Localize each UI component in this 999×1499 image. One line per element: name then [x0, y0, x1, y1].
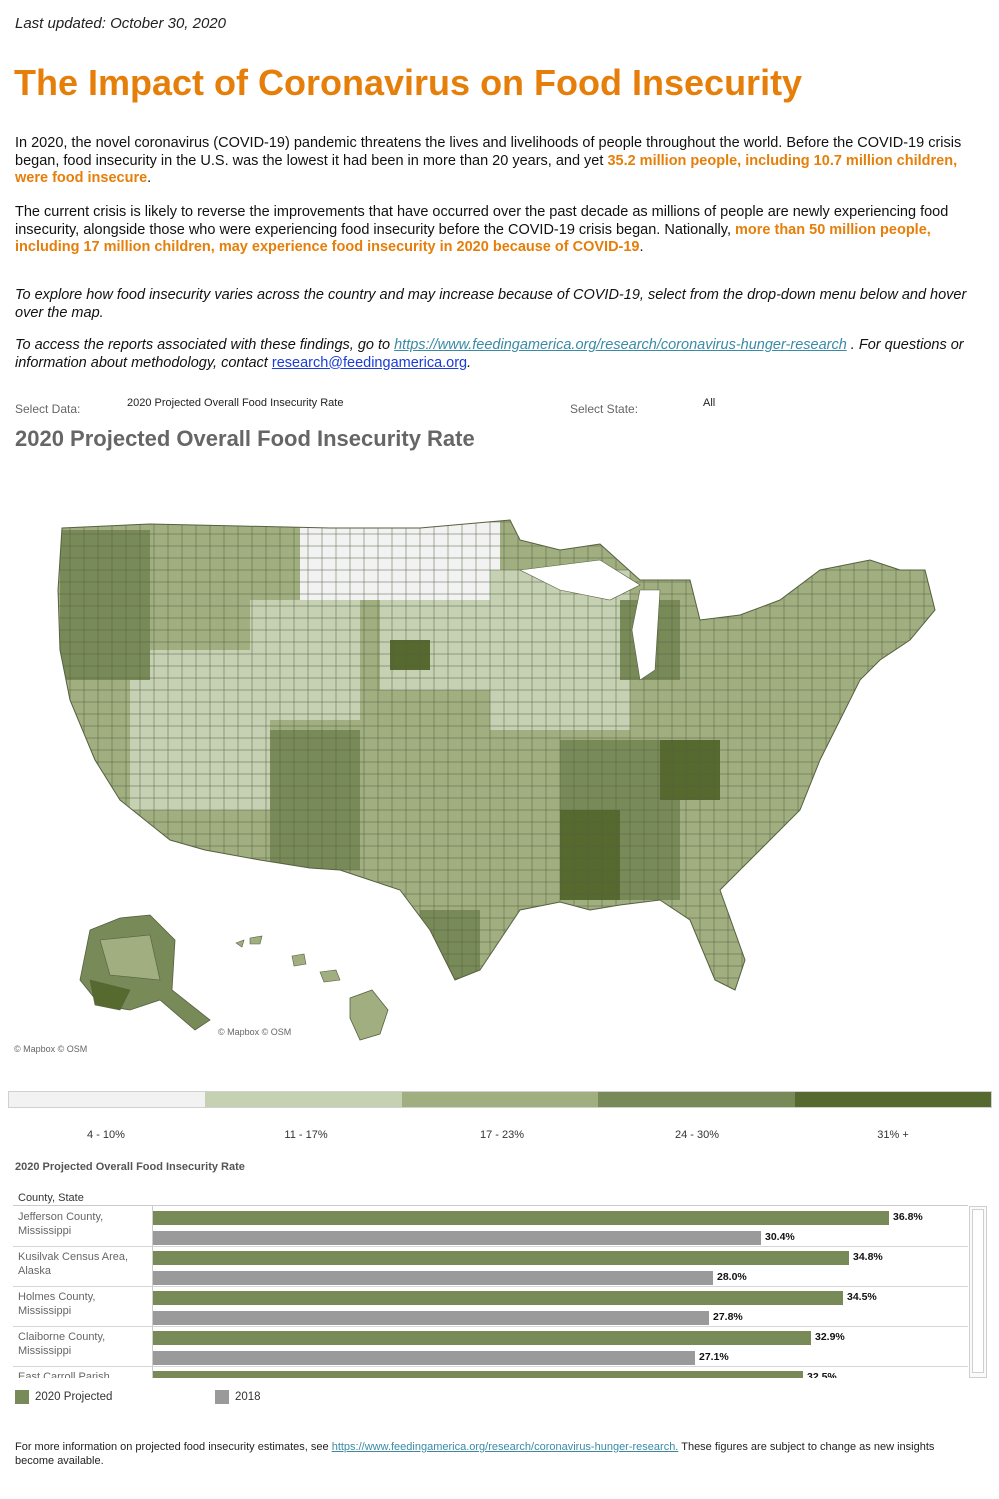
alaska-counties[interactable]: [79, 914, 211, 1031]
intro-paragraph-1: In 2020, the novel coronavirus (COVID-19…: [15, 135, 985, 188]
map-attribution-inset: © Mapbox © OSM: [218, 1027, 292, 1037]
legend-swatch-1[interactable]: [9, 1092, 206, 1107]
color-legend[interactable]: [8, 1091, 992, 1108]
intro-paragraph-2: The current crisis is likely to reverse …: [15, 204, 985, 257]
baseline-value: 27.1%: [699, 1351, 729, 1363]
reports-text: . For questions or information about met…: [15, 337, 964, 371]
table-row[interactable]: Jefferson County, Mississippi 36.8% 30.4%: [13, 1207, 968, 1247]
baseline-bar[interactable]: [153, 1311, 709, 1325]
intro-text: .: [639, 239, 644, 255]
highlight-text: more than 50 million people, including 1…: [15, 221, 931, 256]
bar-chart-title: 2020 Projected Overall Food Insecurity R…: [15, 1161, 245, 1173]
county-label: East Carroll Parish: [18, 1371, 110, 1378]
county-bar-table[interactable]: County, State Jefferson County, Mississi…: [13, 1192, 988, 1378]
email-link[interactable]: research@feedingamerica.org: [271, 354, 468, 371]
baseline-bar[interactable]: [153, 1271, 713, 1285]
legend-swatch-4[interactable]: [598, 1092, 795, 1107]
legend-swatch-3[interactable]: [401, 1092, 599, 1107]
projected-value: 32.9%: [815, 1331, 845, 1343]
last-updated: Last updated: October 30, 2020: [15, 15, 226, 32]
select-data-label: Select Data:: [15, 402, 81, 416]
explore-instructions: To explore how food insecurity varies ac…: [15, 287, 967, 321]
highlight-text: 35.2 million people, including 10.7 mill…: [15, 152, 958, 187]
projected-swatch: [15, 1390, 29, 1404]
column-divider: [152, 1206, 153, 1378]
baseline-value: 28.0%: [717, 1271, 747, 1283]
lake-michigan: [631, 589, 661, 681]
county-label: Claiborne County, Mississippi: [18, 1331, 106, 1357]
legend-baseline-label: 2018: [235, 1391, 261, 1403]
baseline-swatch: [215, 1390, 229, 1404]
legend-projected-label: 2020 Projected: [35, 1391, 113, 1403]
reports-text: To access the reports associated with th…: [15, 337, 395, 353]
scrollbar-thumb[interactable]: [972, 1209, 984, 1373]
legend-label-1: 4 - 10%: [87, 1129, 125, 1141]
table-row[interactable]: Holmes County, Mississippi 34.5% 27.8%: [13, 1287, 968, 1327]
baseline-value: 30.4%: [765, 1231, 795, 1243]
header-divider: [13, 1205, 968, 1206]
hawaii-counties[interactable]: [235, 935, 389, 1041]
reports-text: .: [467, 354, 472, 371]
reports-paragraph: To access the reports associated with th…: [15, 337, 985, 372]
legend-label-3: 17 - 23%: [479, 1129, 525, 1141]
county-map[interactable]: © Mapbox © OSM © Mapbox © OSM: [0, 510, 999, 1070]
projected-bar[interactable]: [153, 1211, 889, 1225]
table-row[interactable]: Kusilvak Census Area, Alaska 34.8% 28.0%: [13, 1247, 968, 1287]
intro-text: In 2020, the novel coronavirus (COVID-19…: [15, 135, 962, 169]
footer-text: For more information on projected food i…: [15, 1441, 332, 1453]
projected-value: 32.5%: [807, 1371, 837, 1378]
baseline-value: 27.8%: [713, 1311, 743, 1323]
legend-swatch-5[interactable]: [794, 1092, 992, 1107]
projected-value: 36.8%: [893, 1211, 923, 1223]
table-row[interactable]: Claiborne County, Mississippi 32.9% 27.1%: [13, 1327, 968, 1367]
us-map-svg[interactable]: [0, 510, 999, 1070]
intro-text: The current crisis is likely to reverse …: [15, 204, 949, 238]
projected-bar[interactable]: [153, 1291, 843, 1305]
footer-link[interactable]: https://www.feedingamerica.org/research/…: [331, 1441, 679, 1453]
legend-label-5: 31% +: [877, 1129, 909, 1141]
legend-label-4: 24 - 30%: [674, 1129, 720, 1141]
page-title: The Impact of Coronavirus on Food Insecu…: [14, 62, 803, 103]
footer-note: For more information on projected food i…: [15, 1440, 975, 1468]
county-label: Jefferson County, Mississippi: [18, 1211, 104, 1237]
legend-label-2: 11 - 17%: [284, 1129, 328, 1141]
viz-title: 2020 Projected Overall Food Insecurity R…: [15, 426, 475, 451]
projected-value: 34.5%: [847, 1291, 877, 1303]
select-state-dropdown[interactable]: All: [703, 397, 716, 409]
column-header: County, State: [18, 1192, 84, 1204]
legend-swatch-2[interactable]: [205, 1092, 402, 1107]
footer-text: These figures are subject to change as n…: [15, 1441, 935, 1467]
lake-superior: [518, 559, 641, 601]
table-scrollbar[interactable]: [969, 1206, 987, 1378]
map-attribution: © Mapbox © OSM: [14, 1044, 88, 1054]
select-state-label: Select State:: [570, 402, 639, 416]
county-label: Holmes County, Mississippi: [18, 1291, 96, 1317]
table-row[interactable]: East Carroll Parish 32.5%: [13, 1367, 968, 1378]
select-data-dropdown[interactable]: 2020 Projected Overall Food Insecurity R…: [127, 397, 344, 409]
intro-text: .: [147, 170, 152, 186]
projected-value: 34.8%: [853, 1251, 883, 1263]
projected-bar[interactable]: [153, 1251, 849, 1265]
county-label: Kusilvak Census Area, Alaska: [18, 1251, 129, 1277]
research-link[interactable]: https://www.feedingamerica.org/research/…: [394, 337, 847, 353]
projected-bar[interactable]: [153, 1371, 803, 1378]
legend-baseline: 2018: [215, 1390, 261, 1404]
projected-bar[interactable]: [153, 1331, 811, 1345]
baseline-bar[interactable]: [153, 1351, 695, 1365]
legend-projected: 2020 Projected: [15, 1390, 112, 1404]
baseline-bar[interactable]: [153, 1231, 761, 1245]
